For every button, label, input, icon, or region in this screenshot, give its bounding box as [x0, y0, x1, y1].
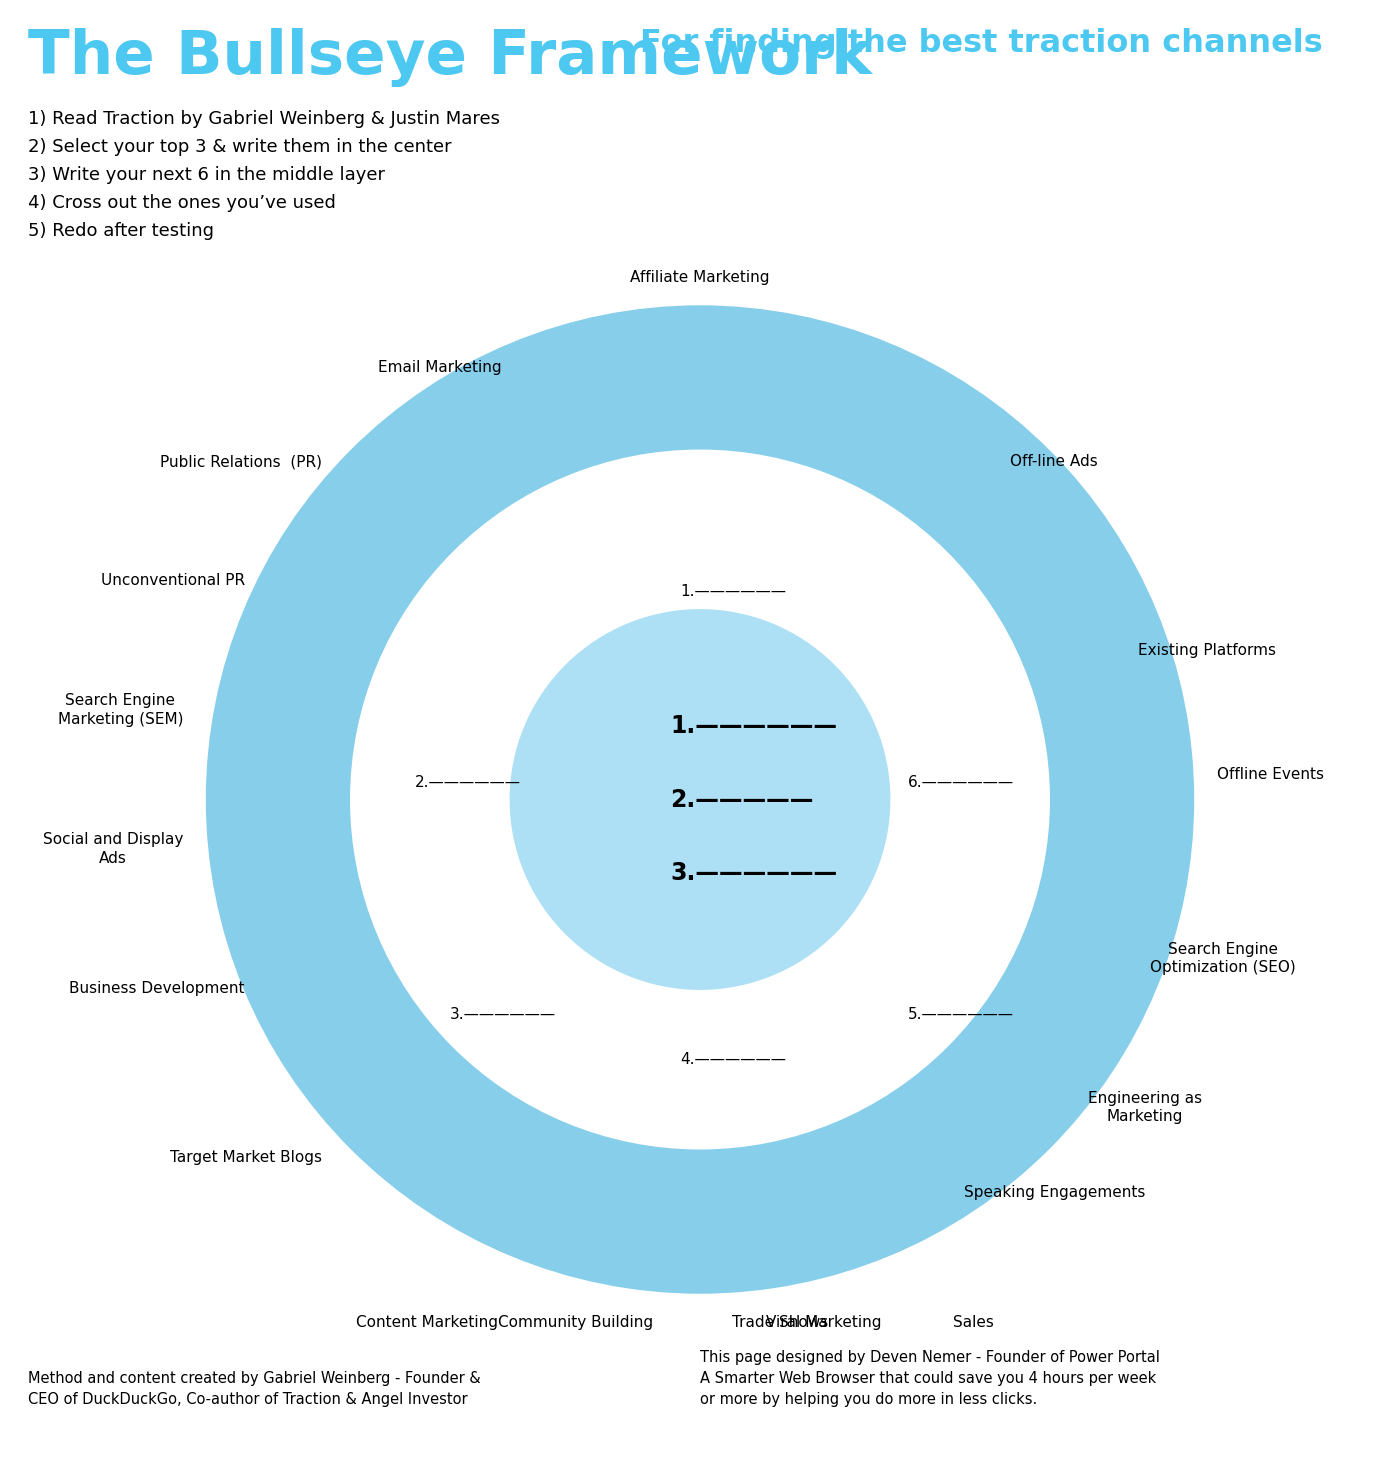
Text: Content Marketing: Content Marketing	[356, 1314, 497, 1329]
Text: Social and Display
Ads: Social and Display Ads	[42, 832, 183, 866]
Text: 4.——————: 4.——————	[680, 1052, 785, 1068]
Text: 2.——————: 2.——————	[416, 775, 521, 789]
Text: Method and content created by Gabriel Weinberg - Founder &
CEO of DuckDuckGo, Co: Method and content created by Gabriel We…	[28, 1372, 480, 1407]
Text: Search Engine
Marketing (SEM): Search Engine Marketing (SEM)	[57, 694, 183, 726]
Text: Affiliate Marketing: Affiliate Marketing	[630, 270, 770, 285]
Text: 1.——————: 1.——————	[680, 584, 785, 599]
Text: Business Development: Business Development	[69, 981, 245, 996]
Text: 4) Cross out the ones you’ve used: 4) Cross out the ones you’ve used	[28, 194, 336, 213]
Text: Unconventional PR: Unconventional PR	[101, 574, 245, 588]
Text: 3) Write your next 6 in the middle layer: 3) Write your next 6 in the middle layer	[28, 166, 385, 183]
Text: Viral Marketing: Viral Marketing	[767, 1314, 882, 1329]
Text: 5) Redo after testing: 5) Redo after testing	[28, 222, 214, 241]
Text: Offline Events: Offline Events	[1217, 767, 1324, 782]
Text: 6.——————: 6.——————	[909, 775, 1015, 789]
Text: Trade Shows: Trade Shows	[732, 1314, 827, 1329]
Text: Search Engine
Optimization (SEO): Search Engine Optimization (SEO)	[1151, 942, 1296, 976]
Text: The Bullseye Framework: The Bullseye Framework	[28, 28, 872, 87]
Text: 2) Select your top 3 & write them in the center: 2) Select your top 3 & write them in the…	[28, 138, 452, 156]
Text: Sales: Sales	[953, 1314, 994, 1329]
Text: 1) Read Traction by Gabriel Weinberg & Justin Mares: 1) Read Traction by Gabriel Weinberg & J…	[28, 110, 500, 128]
Text: Existing Platforms: Existing Platforms	[1138, 643, 1275, 657]
Text: 2.—————: 2.—————	[671, 788, 813, 811]
Text: Community Building: Community Building	[498, 1314, 654, 1329]
Text: 1.——————: 1.——————	[671, 714, 837, 738]
Circle shape	[353, 452, 1047, 1147]
Text: 3.——————: 3.——————	[449, 1008, 556, 1022]
Text: Public Relations  (PR): Public Relations (PR)	[160, 455, 322, 469]
Text: Engineering as
Marketing: Engineering as Marketing	[1088, 1091, 1201, 1124]
Text: 5.——————: 5.——————	[909, 1008, 1014, 1022]
Text: This page designed by Deven Nemer - Founder of Power Portal
A Smarter Web Browse: This page designed by Deven Nemer - Foun…	[700, 1350, 1159, 1407]
Text: For finding the best traction channels: For finding the best traction channels	[640, 28, 1323, 59]
Text: Target Market Blogs: Target Market Blogs	[171, 1150, 322, 1165]
Text: Off-line Ads: Off-line Ads	[1009, 455, 1098, 469]
Text: Email Marketing: Email Marketing	[378, 359, 501, 374]
Circle shape	[507, 606, 893, 993]
Circle shape	[203, 302, 1197, 1297]
Text: Speaking Engagements: Speaking Engagements	[963, 1185, 1145, 1200]
Text: 3.——————: 3.——————	[671, 861, 837, 885]
